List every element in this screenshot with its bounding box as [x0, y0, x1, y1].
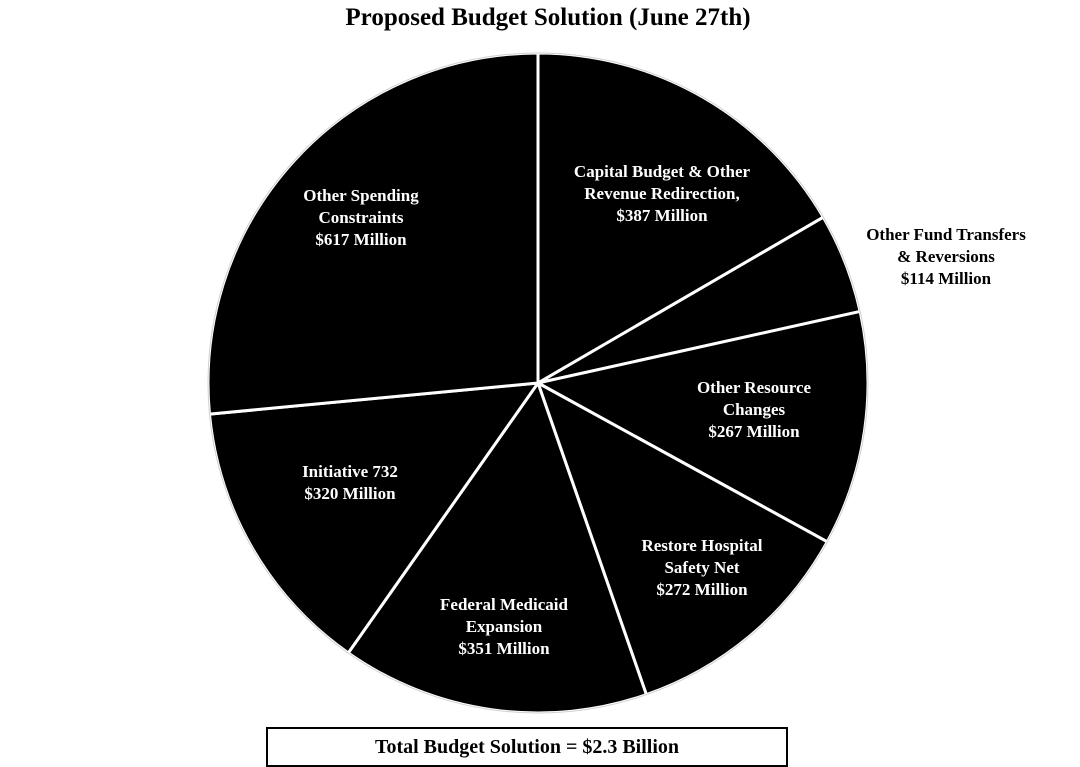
slice-label-line: Revenue Redirection,	[584, 184, 740, 203]
slice-label-line: Federal Medicaid	[440, 595, 568, 614]
slice-label-2: Other Fund Transfers & Reversions $114 Mil…	[866, 225, 1026, 288]
slice-label-line: $617 Million	[315, 230, 407, 249]
slice-label-7: Other Spending Constraints $617 Million	[303, 186, 419, 249]
slice-label-line: $267 Million	[708, 422, 800, 441]
pie-slices	[206, 51, 870, 715]
slice-label-line: Other Fund Transfers	[866, 225, 1026, 244]
slice-label-1: Capital Budget & Other Revenue Redirectio…	[574, 162, 751, 225]
slice-label-3: Other Resource Changes $267 Million	[697, 378, 812, 441]
slice-label-line: Safety Net	[664, 558, 739, 577]
slice-label-line: & Reversions	[897, 247, 995, 266]
slice-label-line: Constraints	[318, 208, 403, 227]
pie-labels: Capital Budget & Other Revenue Redirectio…	[302, 162, 1026, 658]
slice-label-line: $351 Million	[458, 639, 550, 658]
chart-title: Proposed Budget Solution (June 27th)	[345, 4, 751, 31]
slice-label-5: Federal Medicaid Expansion $351 Million	[440, 595, 568, 658]
slice-label-line: $320 Million	[304, 484, 396, 503]
pie-outline	[207, 52, 869, 714]
slice-label-line: Initiative 732	[302, 462, 398, 481]
total-budget-box: Total Budget Solution = $2.3 Billion	[266, 727, 788, 767]
slice-label-line: Capital Budget & Other	[574, 162, 751, 181]
slice-label-line: Other Spending	[303, 186, 419, 205]
slice-label-line: Changes	[723, 400, 786, 419]
slice-label-line: Other Resource	[697, 378, 812, 397]
slice-label-line: Restore Hospital	[641, 536, 762, 555]
slice-label-6: Initiative 732 $320 Million	[302, 462, 398, 503]
slice-label-4: Restore Hospital Safety Net $272 Million	[641, 536, 762, 599]
slice-label-line: $114 Million	[901, 269, 992, 288]
slice-label-line: $272 Million	[656, 580, 748, 599]
slice-label-line: Expansion	[466, 617, 543, 636]
slice-label-line: $387 Million	[616, 206, 708, 225]
